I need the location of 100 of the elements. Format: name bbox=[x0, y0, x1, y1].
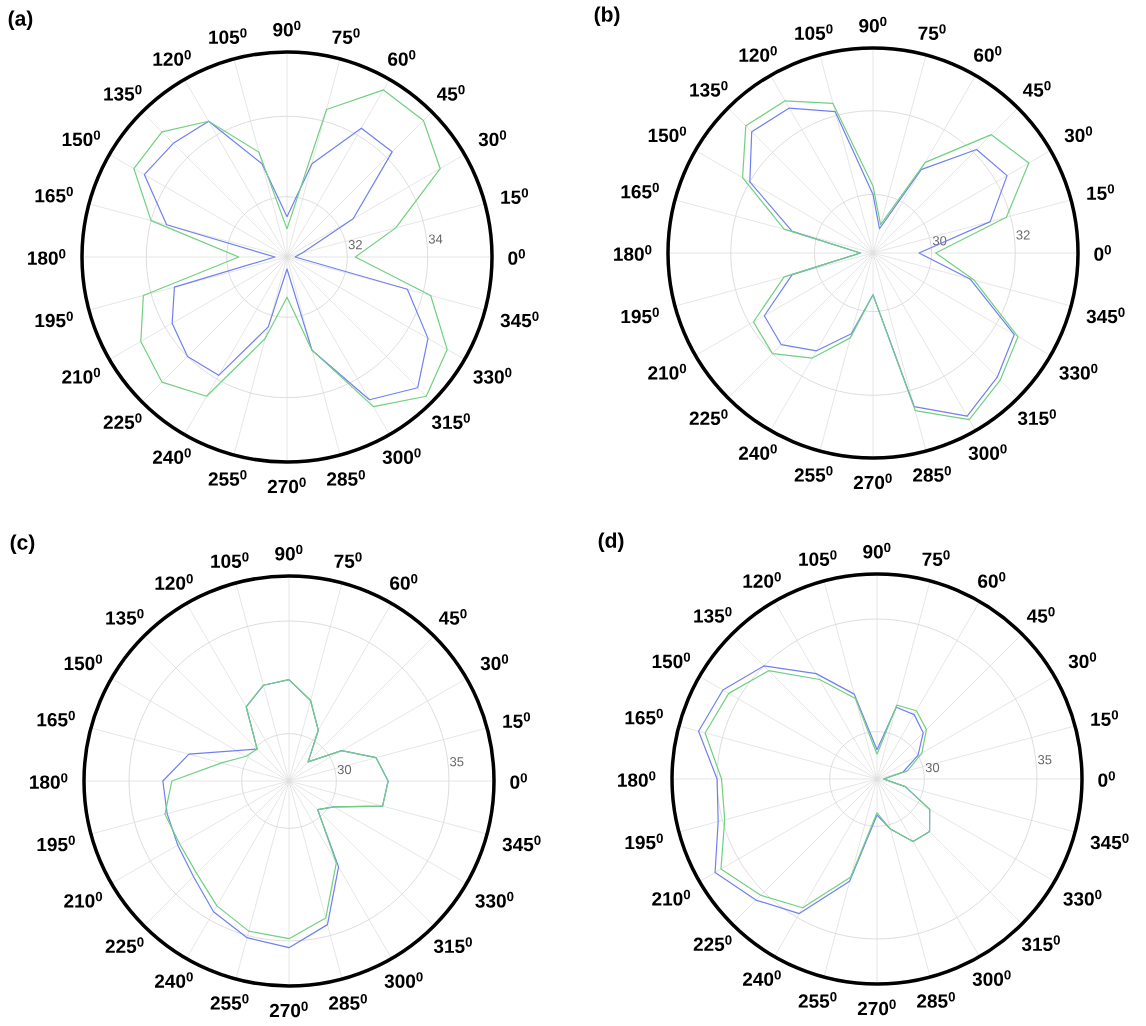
spoke-label: 0$^{0}$ bbox=[1094, 245, 1111, 261]
spoke-label: 180$^{0}$ bbox=[30, 773, 68, 789]
chart-title: (b) bbox=[594, 6, 620, 26]
spoke-label: 240$^{0}$ bbox=[738, 444, 777, 460]
spoke-label: 30$^{0}$ bbox=[1068, 652, 1097, 669]
spoke-label: 75$^{0}$ bbox=[334, 552, 362, 568]
spoke-label: 45$^{0}$ bbox=[1022, 80, 1051, 97]
spoke-label: 255$^{0}$ bbox=[798, 992, 837, 1008]
spoke-label: 300$^{0}$ bbox=[968, 444, 1007, 460]
spoke-label: 330$^{0}$ bbox=[473, 367, 512, 384]
y-tick-label: 35 bbox=[450, 757, 464, 767]
spoke-label: 210$^{0}$ bbox=[648, 363, 687, 380]
spoke-label: 270$^{0}$ bbox=[269, 1001, 308, 1018]
spoke-label: 60$^{0}$ bbox=[974, 46, 1002, 62]
spoke-label: 300$^{0}$ bbox=[972, 970, 1011, 986]
spoke-label: 225$^{0}$ bbox=[105, 937, 144, 954]
spoke-label: 15$^{0}$ bbox=[501, 188, 529, 204]
spoke-label: 225$^{0}$ bbox=[689, 409, 728, 426]
spoke-label: 255$^{0}$ bbox=[208, 470, 247, 486]
spoke-label: 45$^{0}$ bbox=[436, 84, 465, 101]
spoke-label: 270$^{0}$ bbox=[853, 473, 892, 490]
chart-title: (c) bbox=[10, 534, 35, 555]
spoke-label: 150$^{0}$ bbox=[648, 126, 687, 143]
spoke-label: 210$^{0}$ bbox=[62, 367, 101, 384]
spoke-label: 225$^{0}$ bbox=[693, 935, 732, 952]
y-tick-label: 35 bbox=[1038, 755, 1052, 765]
spoke-label: 270$^{0}$ bbox=[857, 999, 896, 1016]
spoke-label: 345$^{0}$ bbox=[502, 835, 541, 852]
chart-title: (d) bbox=[598, 532, 624, 553]
spoke-label: 315$^{0}$ bbox=[433, 937, 472, 954]
spoke-label: 135$^{0}$ bbox=[106, 608, 144, 625]
spoke-label: 195$^{0}$ bbox=[621, 307, 659, 324]
spoke-label: 105$^{0}$ bbox=[799, 550, 837, 566]
spoke-label: 45$^{0}$ bbox=[438, 608, 467, 625]
spoke-label: 345$^{0}$ bbox=[1086, 307, 1125, 324]
spoke-label: 60$^{0}$ bbox=[390, 574, 418, 590]
spoke-label: 180$^{0}$ bbox=[614, 245, 652, 261]
spoke-label: 165$^{0}$ bbox=[625, 708, 663, 725]
spoke-label: 300$^{0}$ bbox=[384, 972, 423, 988]
spoke-label: 300$^{0}$ bbox=[382, 448, 421, 464]
spoke-label: 0$^{0}$ bbox=[508, 249, 525, 265]
spoke-label: 285$^{0}$ bbox=[917, 992, 955, 1008]
spoke-label: 120$^{0}$ bbox=[153, 50, 191, 66]
spoke-label: 285$^{0}$ bbox=[327, 470, 365, 486]
spoke-label: 45$^{0}$ bbox=[1026, 606, 1055, 623]
spoke-label: 330$^{0}$ bbox=[475, 891, 514, 908]
y-tick-label: 30 bbox=[925, 762, 940, 773]
spoke-label: 195$^{0}$ bbox=[625, 833, 663, 850]
spoke-label: 285$^{0}$ bbox=[329, 994, 367, 1010]
spoke-label: 345$^{0}$ bbox=[1090, 833, 1129, 850]
chart-title: (a) bbox=[8, 10, 33, 30]
spoke-label: 0$^{0}$ bbox=[1098, 771, 1115, 787]
spoke-label: 135$^{0}$ bbox=[694, 606, 732, 623]
y-tick-label: 32 bbox=[348, 240, 362, 250]
spoke-label: 285$^{0}$ bbox=[913, 466, 951, 482]
spoke-label: 120$^{0}$ bbox=[155, 574, 193, 590]
spoke-label: 240$^{0}$ bbox=[742, 970, 781, 986]
spoke-label: 90$^{0}$ bbox=[859, 16, 887, 33]
spoke-label: 105$^{0}$ bbox=[795, 24, 833, 40]
spoke-label: 120$^{0}$ bbox=[739, 46, 777, 62]
spoke-label: 135$^{0}$ bbox=[104, 84, 142, 101]
spoke-label: 105$^{0}$ bbox=[211, 552, 249, 568]
spoke-label: 150$^{0}$ bbox=[652, 652, 691, 669]
spoke-label: 30$^{0}$ bbox=[478, 130, 507, 147]
spoke-label: 180$^{0}$ bbox=[28, 249, 66, 265]
spoke-label: 15$^{0}$ bbox=[1091, 710, 1119, 726]
spoke-label: 75$^{0}$ bbox=[332, 28, 360, 44]
y-tick-label: 30 bbox=[932, 236, 947, 246]
spoke-label: 30$^{0}$ bbox=[1064, 126, 1093, 143]
spoke-label: 195$^{0}$ bbox=[37, 835, 75, 852]
spoke-label: 60$^{0}$ bbox=[388, 50, 416, 66]
spoke-label: 150$^{0}$ bbox=[62, 130, 101, 147]
spoke-label: 180$^{0}$ bbox=[618, 771, 656, 787]
spoke-label: 195$^{0}$ bbox=[35, 311, 73, 328]
spoke-label: 240$^{0}$ bbox=[152, 448, 191, 464]
spoke-label: 105$^{0}$ bbox=[209, 28, 247, 44]
spoke-label: 15$^{0}$ bbox=[1087, 184, 1115, 200]
spoke-label: 330$^{0}$ bbox=[1059, 363, 1098, 380]
spoke-label: 165$^{0}$ bbox=[37, 710, 75, 727]
spoke-label: 165$^{0}$ bbox=[621, 182, 659, 199]
spoke-label: 330$^{0}$ bbox=[1063, 889, 1102, 906]
spoke-label: 150$^{0}$ bbox=[64, 654, 103, 671]
spoke-label: 270$^{0}$ bbox=[267, 477, 306, 494]
spoke-label: 345$^{0}$ bbox=[500, 311, 539, 328]
spoke-label: 15$^{0}$ bbox=[503, 712, 531, 728]
spoke-label: 75$^{0}$ bbox=[918, 24, 946, 40]
spoke-label: 315$^{0}$ bbox=[431, 413, 470, 430]
spoke-label: 90$^{0}$ bbox=[273, 20, 301, 37]
spoke-label: 210$^{0}$ bbox=[64, 891, 103, 908]
spoke-label: 30$^{0}$ bbox=[480, 654, 509, 671]
spoke-label: 60$^{0}$ bbox=[978, 572, 1006, 588]
spoke-label: 120$^{0}$ bbox=[743, 572, 781, 588]
spoke-label: 165$^{0}$ bbox=[35, 186, 73, 203]
spoke-label: 240$^{0}$ bbox=[154, 972, 193, 988]
spoke-label: 210$^{0}$ bbox=[652, 889, 691, 906]
spoke-label: 0$^{0}$ bbox=[510, 773, 527, 789]
spoke-label: 315$^{0}$ bbox=[1017, 409, 1056, 426]
spoke-label: 315$^{0}$ bbox=[1021, 935, 1060, 952]
spoke-label: 75$^{0}$ bbox=[922, 550, 950, 566]
y-tick-label: 32 bbox=[1016, 230, 1030, 240]
